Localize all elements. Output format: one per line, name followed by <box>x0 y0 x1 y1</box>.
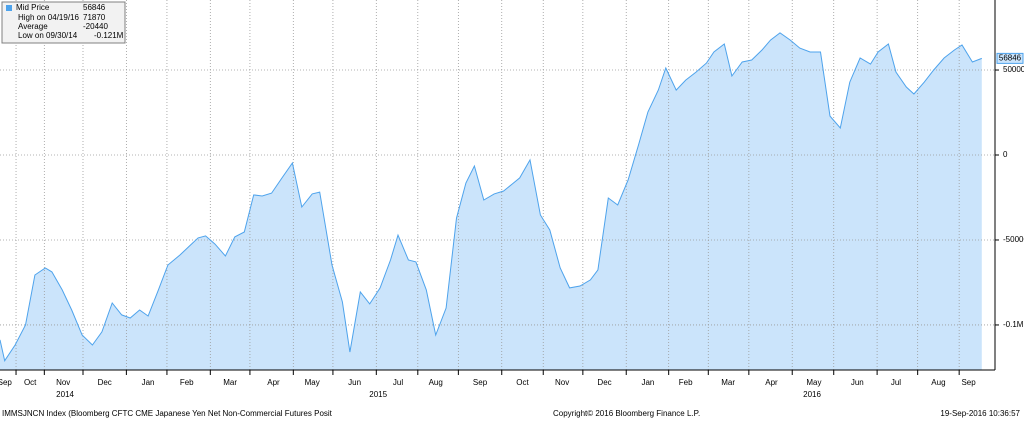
footer-right: 19-Sep-2016 10:36:57 <box>940 409 1020 418</box>
x-tick-label: Sep <box>473 378 488 387</box>
x-tick-label: May <box>806 378 821 387</box>
x-tick-label: Sep <box>961 378 976 387</box>
x-tick-label: Jun <box>851 378 864 387</box>
x-tick-label: Apr <box>765 378 778 387</box>
x-year-label: 2014 <box>56 390 74 399</box>
x-tick-label: Jan <box>142 378 155 387</box>
footer-center: Copyright© 2016 Bloomberg Finance L.P. <box>553 409 700 418</box>
x-tick-label: Jul <box>393 378 403 387</box>
legend-box <box>1 1 126 44</box>
x-tick-label: Mar <box>223 378 237 387</box>
plot-area <box>0 0 995 371</box>
x-tick-label: Jun <box>348 378 361 387</box>
legend-label: High on 04/19/16 <box>18 13 79 22</box>
x-tick-label: Mar <box>721 378 735 387</box>
x-tick-label: Dec <box>98 378 112 387</box>
y-tick-label: 50000 <box>1003 65 1024 74</box>
x-year-label: 2015 <box>369 390 387 399</box>
legend-value: 56846 <box>83 3 106 12</box>
x-tick-label: Oct <box>24 378 37 387</box>
footer-left: IMMSJNCN Index (Bloomberg CFTC CME Japan… <box>2 409 333 418</box>
x-tick-label: Jul <box>891 378 901 387</box>
x-tick-label: Nov <box>555 378 569 387</box>
y-tick-label: -50000 <box>1003 235 1024 244</box>
x-tick-label: Apr <box>267 378 280 387</box>
legend-label: Average <box>18 22 48 31</box>
x-tick-label: Dec <box>597 378 611 387</box>
last-value-label: 56846 <box>999 53 1022 62</box>
x-tick-label: Jan <box>641 378 654 387</box>
x-tick-label: Oct <box>516 378 529 387</box>
y-tick-label: -0.1M <box>1003 320 1024 329</box>
x-tick-label: Aug <box>931 378 945 387</box>
area-fill <box>0 32 982 371</box>
legend-swatch <box>6 5 12 11</box>
x-tick-label: Aug <box>429 378 443 387</box>
legend-value: -20440 <box>83 22 108 31</box>
legend-value: -0.121M <box>94 31 124 40</box>
line <box>0 32 982 362</box>
x-tick-label: Sep <box>0 378 12 387</box>
y-tick-label: 0 <box>1003 150 1008 159</box>
x-tick-label: Feb <box>679 378 693 387</box>
legend-label: Low on 09/30/14 <box>18 31 78 40</box>
x-tick-label: Nov <box>56 378 70 387</box>
x-tick-label: Feb <box>180 378 194 387</box>
x-tick-label: May <box>305 378 320 387</box>
legend-value: 71870 <box>83 13 106 22</box>
last-value-tag <box>996 52 1024 64</box>
x-year-label: 2016 <box>803 390 821 399</box>
legend-label: Mid Price <box>16 3 50 12</box>
